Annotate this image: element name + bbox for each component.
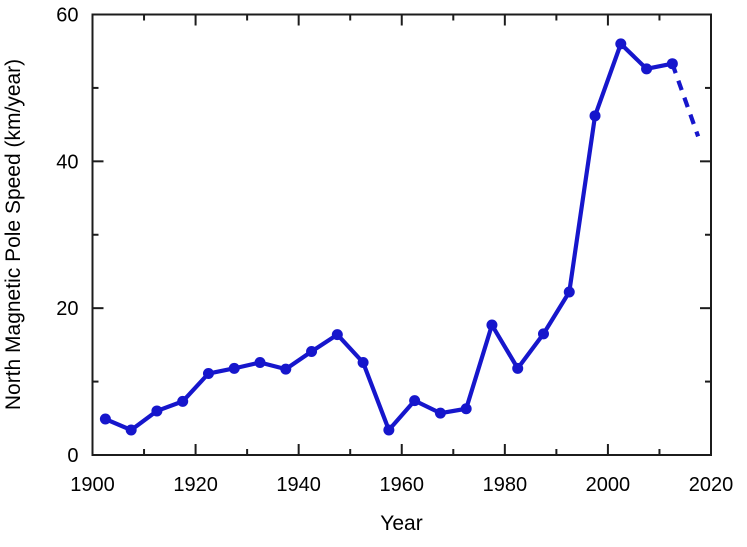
data-point-marker [512,362,524,374]
data-point-marker [641,63,653,75]
data-point-marker [434,407,446,419]
data-point-marker [202,368,214,380]
y-tick-label: 40 [56,151,78,173]
data-point-marker [306,345,318,357]
data-point-marker [125,424,137,436]
data-point-marker [151,405,163,417]
data-point-marker [254,356,266,368]
data-point-marker [486,319,498,331]
pole-speed-observed-line [103,41,675,433]
x-tick-label: 1980 [483,474,528,496]
tick-marks-group [91,13,712,456]
x-tick-label: 1940 [276,474,321,496]
data-point-marker [177,395,189,407]
data-point-marker [357,356,369,368]
y-axis-title: North Magnetic Pole Speed (km/year) [2,59,25,410]
data-point-marker [460,403,472,415]
plot-frame-group [91,13,712,456]
tick-labels-group: 1900 1920 1940 1960 1980 2000 2020 0 20 40 60 [56,5,733,497]
data-point-marker [99,413,111,425]
x-tick-label: 1900 [70,474,115,496]
data-point-marker [383,424,395,436]
x-axis-title: Year [380,512,422,535]
data-point-marker [589,110,601,122]
x-tick-label: 2000 [586,474,631,496]
data-point-marker [563,286,575,298]
plot-frame [91,13,712,456]
y-tick-label: 20 [56,298,78,320]
x-tick-label: 2020 [689,474,734,496]
x-tick-label: 1920 [173,474,218,496]
pole-speed-dashed-extension-line [670,62,701,138]
data-series-group [99,38,701,436]
data-point-marker [409,395,421,407]
data-point-marker [615,38,627,50]
data-point-marker [331,329,343,341]
x-tick-label: 1960 [380,474,425,496]
y-tick-label: 60 [56,5,78,27]
data-point-marker [228,362,240,374]
y-tick-label: 0 [67,445,78,467]
data-point-marker [280,363,292,375]
data-point-marker [537,328,549,340]
